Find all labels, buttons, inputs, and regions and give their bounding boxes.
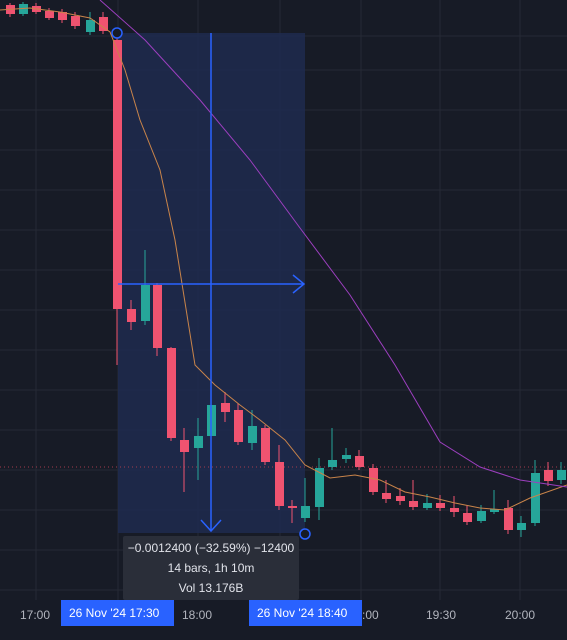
measure-change-text: −0.0012400 (−32.59%) −12400	[127, 541, 295, 555]
candle	[436, 495, 445, 511]
candle	[275, 445, 284, 510]
measure-start-handle[interactable]	[111, 27, 123, 39]
candle	[288, 500, 297, 523]
candle	[99, 12, 108, 34]
candle	[463, 505, 472, 525]
range-end-time-tag: 26 Nov '24 18:40	[249, 600, 362, 626]
candle	[396, 488, 405, 505]
time-axis-tick: 19:30	[426, 608, 457, 622]
candle	[544, 462, 553, 486]
time-axis-tick: 20:00	[505, 608, 536, 622]
candle	[369, 464, 378, 495]
candle	[382, 480, 391, 503]
measure-info-box: −0.0012400 (−32.59%) −12400 14 bars, 1h …	[123, 536, 299, 600]
candle	[58, 9, 67, 23]
candle	[141, 250, 150, 325]
measure-bars-text: 14 bars, 1h 10m	[167, 561, 255, 575]
candle	[409, 480, 418, 510]
candle	[517, 516, 526, 537]
candle	[45, 8, 54, 20]
candle	[328, 428, 337, 470]
candle	[342, 448, 351, 463]
candle	[504, 500, 513, 534]
measure-end-handle[interactable]	[299, 528, 311, 540]
candle	[355, 450, 364, 470]
candle	[194, 418, 203, 480]
moving-average-fast-line	[0, 7, 567, 511]
candle	[127, 300, 136, 330]
candle	[248, 410, 257, 450]
candle	[450, 496, 459, 517]
candle	[180, 428, 189, 492]
candle	[221, 392, 230, 422]
moving-average-slow-line	[99, 0, 567, 488]
candle	[167, 347, 176, 441]
measure-tool[interactable]	[111, 27, 311, 540]
candle	[531, 460, 540, 526]
candle	[557, 462, 566, 484]
time-axis-tick: :00	[362, 608, 379, 622]
candle	[315, 458, 324, 520]
time-axis-tick: 17:00	[20, 608, 51, 622]
range-start-time-tag: 26 Nov '24 17:30	[61, 600, 174, 626]
time-axis-tick: 18:00	[182, 608, 213, 622]
candle	[301, 478, 310, 522]
candle	[113, 33, 122, 365]
candle	[261, 425, 270, 465]
measure-vertical-arrowhead	[200, 519, 222, 533]
measure-horizontal-arrowhead	[292, 274, 306, 294]
candle	[19, 2, 28, 16]
measure-volume-text: Vol 13.176B	[178, 581, 244, 595]
candle	[490, 490, 499, 514]
candle	[86, 12, 95, 35]
candle	[153, 283, 162, 356]
candle	[234, 403, 243, 445]
